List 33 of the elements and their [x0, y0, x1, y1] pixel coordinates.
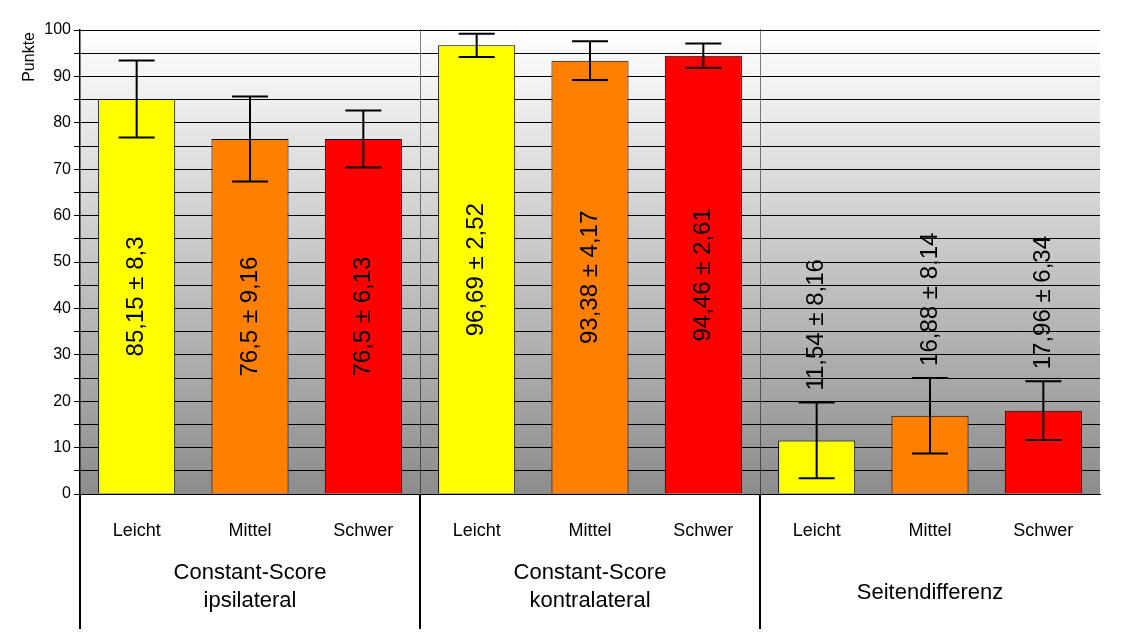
x-axis-title: Constant-Score kontralateral	[513, 559, 667, 613]
y-tick-label: 70	[53, 159, 72, 177]
x-axis-title: Seitendifferenz	[856, 579, 1004, 605]
y-tick-label: 40	[53, 298, 72, 316]
y-tick-label: 30	[53, 345, 72, 363]
x-axis-title: Constant-Score ipsilateral	[173, 559, 327, 613]
x-tick-label: Leicht	[112, 519, 161, 540]
y-tick-label: 80	[53, 113, 72, 131]
x-tick-label: Leicht	[792, 519, 841, 540]
x-tick-label: Leicht	[452, 519, 501, 540]
data-label: 76,5 ± 6,13	[347, 256, 375, 377]
data-label: 16,88 ± 8,14	[914, 232, 942, 366]
data-label: 93,38 ± 4,17	[574, 210, 602, 344]
y-tick-label: 60	[53, 206, 72, 224]
y-tick-label: 10	[53, 438, 72, 456]
x-tick-label: Schwer	[333, 519, 394, 540]
y-tick-label: 90	[53, 66, 72, 84]
x-tick-label: Schwer	[673, 519, 734, 540]
data-label: 85,15 ± 8,3	[121, 236, 149, 357]
y-tick-label: 20	[53, 391, 72, 409]
y-axis-title: Punkte	[20, 31, 38, 82]
x-tick-label: Mittel	[228, 519, 272, 540]
y-tick-label: 0	[62, 484, 72, 502]
data-label: 11,54 ± 8,16	[801, 259, 829, 391]
data-label: 76,5 ± 9,16	[234, 256, 262, 377]
data-label: 96,69 ± 2,52	[461, 203, 489, 337]
data-label: 94,46 ± 2,61	[687, 208, 715, 342]
y-tick-label: 50	[53, 252, 72, 270]
x-tick-label: Mittel	[568, 519, 612, 540]
y-tick-label: 100	[44, 20, 72, 38]
data-label: 17,96 ± 6,34	[1027, 235, 1055, 370]
x-tick-label: Schwer	[1013, 519, 1074, 540]
x-tick-label: Mittel	[908, 519, 952, 540]
